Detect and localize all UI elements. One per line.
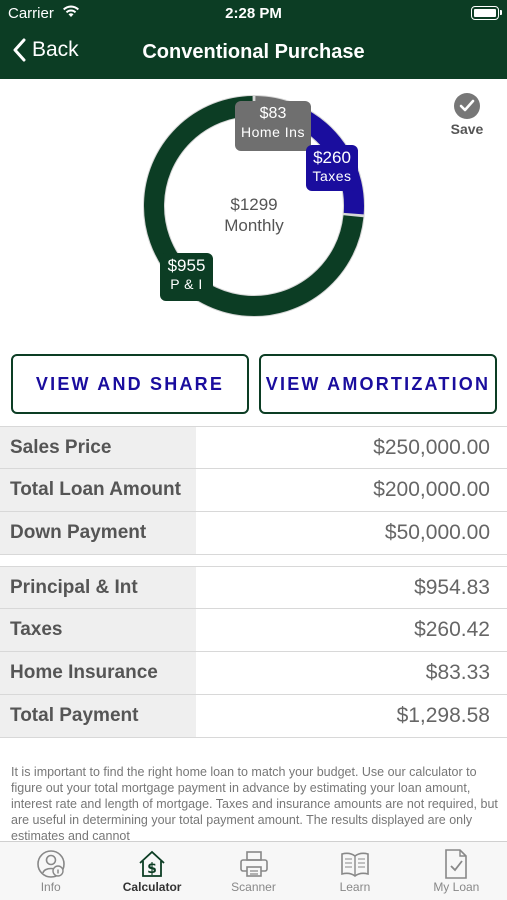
save-button[interactable]: Save <box>445 93 489 137</box>
checkmark-icon <box>454 93 480 119</box>
tab-calculator[interactable]: $ Calculator <box>101 842 202 900</box>
back-label: Back <box>32 38 79 61</box>
view-and-share-button[interactable]: VIEW AND SHARE <box>11 354 249 414</box>
table-row: Principal & Int $954.83 <box>0 566 507 609</box>
open-book-icon <box>304 848 405 880</box>
row-label: Sales Price <box>0 427 196 468</box>
svg-text:$: $ <box>147 861 157 877</box>
row-label: Total Payment <box>0 695 196 737</box>
loan-summary-table: Sales Price $250,000.00 Total Loan Amoun… <box>0 426 507 555</box>
row-value: $83.33 <box>425 661 490 684</box>
save-label: Save <box>450 121 484 137</box>
row-value: $260.42 <box>414 618 490 641</box>
center-caption: Monthly <box>224 216 284 235</box>
slice-label: Home Ins <box>241 124 305 140</box>
status-bar: Carrier 2:28 PM <box>0 0 507 28</box>
row-label: Down Payment <box>0 512 196 554</box>
slice-value: $260 <box>313 148 351 167</box>
center-amount: $1299 <box>230 195 278 214</box>
tab-my-loan[interactable]: My Loan <box>406 842 507 900</box>
row-value: $50,000.00 <box>384 521 490 544</box>
tab-info[interactable]: Info <box>0 842 101 900</box>
slice-tag-taxes: $260 Taxes <box>306 145 358 191</box>
page-title: Conventional Purchase <box>142 41 365 63</box>
tab-label: Learn <box>339 880 371 894</box>
table-row: Total Loan Amount $200,000.00 <box>0 469 507 512</box>
slice-tag-pi: $955 P & I <box>160 253 213 301</box>
navigation-bar: Back Conventional Purchase <box>0 28 507 79</box>
printer-scanner-icon <box>203 848 304 880</box>
slice-value: $83 <box>259 105 287 122</box>
wifi-icon <box>62 4 80 22</box>
table-row: Taxes $260.42 <box>0 609 507 652</box>
slice-tag-home-ins: $83 Home Ins <box>235 101 311 151</box>
tab-learn[interactable]: Learn <box>304 842 405 900</box>
tab-label: My Loan <box>433 880 480 894</box>
tab-label: Calculator <box>122 880 182 894</box>
row-value: $200,000.00 <box>373 478 490 501</box>
row-label: Principal & Int <box>0 567 196 608</box>
row-label: Home Insurance <box>0 652 196 694</box>
chevron-left-icon <box>13 38 26 62</box>
slice-label: P & I <box>170 276 203 292</box>
battery-icon <box>471 6 502 20</box>
payment-breakdown-table: Principal & Int $954.83 Taxes $260.42 Ho… <box>0 566 507 738</box>
table-row: Home Insurance $83.33 <box>0 652 507 695</box>
view-amortization-button[interactable]: VIEW AMORTIZATION <box>259 354 497 414</box>
row-value: $1,298.58 <box>396 704 490 727</box>
table-row: Sales Price $250,000.00 <box>0 426 507 469</box>
clock: 2:28 PM <box>225 5 282 22</box>
row-label: Total Loan Amount <box>0 469 196 511</box>
slice-value: $955 <box>167 256 206 275</box>
person-info-icon <box>0 848 101 880</box>
slice-label: Taxes <box>312 168 352 184</box>
table-row: Total Payment $1,298.58 <box>0 695 507 738</box>
disclaimer-text: It is important to find the right home l… <box>11 765 498 841</box>
row-value: $250,000.00 <box>373 436 490 459</box>
tab-bar: Info $ Calculator Scanner Learn My Loan <box>0 841 507 900</box>
carrier-label: Carrier <box>8 5 54 22</box>
tab-label: Info <box>40 880 61 894</box>
table-row: Down Payment $50,000.00 <box>0 512 507 555</box>
row-label: Taxes <box>0 609 196 651</box>
back-button[interactable]: Back <box>12 38 79 62</box>
payment-chart: $1299 Monthly $83 Home Ins $260 Taxes $9… <box>0 79 507 339</box>
document-check-icon <box>406 848 507 880</box>
house-dollar-icon: $ <box>101 848 202 880</box>
row-value: $954.83 <box>414 576 490 599</box>
tab-label: Scanner <box>231 880 276 894</box>
tab-scanner[interactable]: Scanner <box>203 842 304 900</box>
